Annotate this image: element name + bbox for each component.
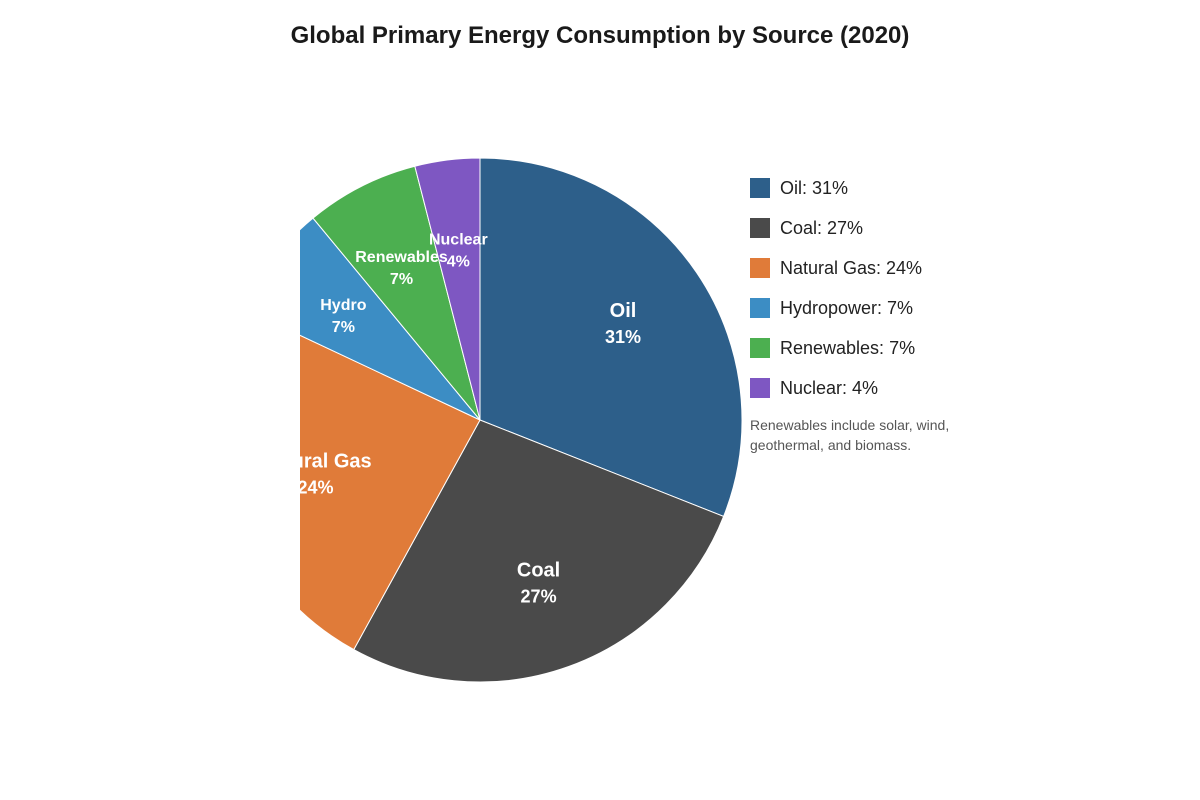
legend-item-renewables: Renewables: 7% — [750, 338, 922, 358]
legend-label-hydropower: Hydropower: 7% — [780, 297, 914, 318]
legend-label-oil: Oil: 31% — [780, 177, 849, 198]
pie-slice-coal — [353, 419, 725, 683]
legend-note: Renewables include solar, wind, geotherm… — [750, 417, 950, 453]
legend-item-nuclear: Nuclear: 4% — [750, 378, 922, 398]
slice-name-label-oil: Oil — [610, 300, 637, 322]
pie-slice-natural-gas — [300, 334, 481, 651]
pie-slices — [300, 157, 743, 683]
legend: Oil: 31% Coal: 27% Natural Gas: 24% Hydropo… — [750, 178, 922, 418]
slice-name-label-natural-gas: Natural Gas — [259, 450, 371, 472]
legend-item-oil: Oil: 31% — [750, 178, 922, 198]
legend-swatch-natural-gas — [750, 258, 770, 278]
pie-slice-oil — [479, 157, 743, 518]
legend-label-coal: Coal: 27% — [780, 217, 864, 238]
slice-name-label-renewables: Renewables — [355, 249, 448, 266]
chart-title: Global Primary Energy Consumption by Sou… — [290, 22, 910, 49]
legend-label-natural-gas: Natural Gas: 24% — [780, 257, 923, 278]
legend-item-natural-gas: Natural Gas: 24% — [750, 258, 922, 278]
pie-slice-hydropower — [300, 217, 481, 421]
slice-value-label-natural-gas: 24% — [298, 477, 334, 497]
legend-item-coal: Coal: 27% — [750, 218, 922, 238]
pie-slice-nuclear — [414, 157, 481, 421]
legend-swatch-nuclear — [750, 378, 770, 398]
legend-swatch-renewables — [750, 338, 770, 358]
legend-label-nuclear: Nuclear: 4% — [780, 377, 879, 398]
slice-value-label-hydropower: 7% — [332, 319, 355, 336]
slice-value-label-coal: 27% — [521, 587, 557, 607]
slice-value-label-oil: 31% — [605, 327, 641, 347]
slice-value-label-nuclear: 4% — [447, 253, 470, 270]
slice-value-label-renewables: 7% — [390, 271, 413, 288]
slice-name-label-hydropower: Hydro — [320, 297, 366, 314]
slice-name-label-coal: Coal — [517, 560, 560, 582]
legend-swatch-oil — [750, 178, 770, 198]
legend-swatch-hydropower — [750, 298, 770, 318]
legend-swatch-coal — [750, 218, 770, 238]
legend-item-hydropower: Hydropower: 7% — [750, 298, 922, 318]
pie-labels: Oil 31% Coal 27% Natural Gas 24% Hydro 7% Renewa… — [259, 231, 641, 607]
legend-label-renewables: Renewables: 7% — [780, 337, 916, 358]
slice-name-label-nuclear: Nuclear — [429, 231, 488, 248]
pie-slice-renewables — [312, 165, 481, 421]
